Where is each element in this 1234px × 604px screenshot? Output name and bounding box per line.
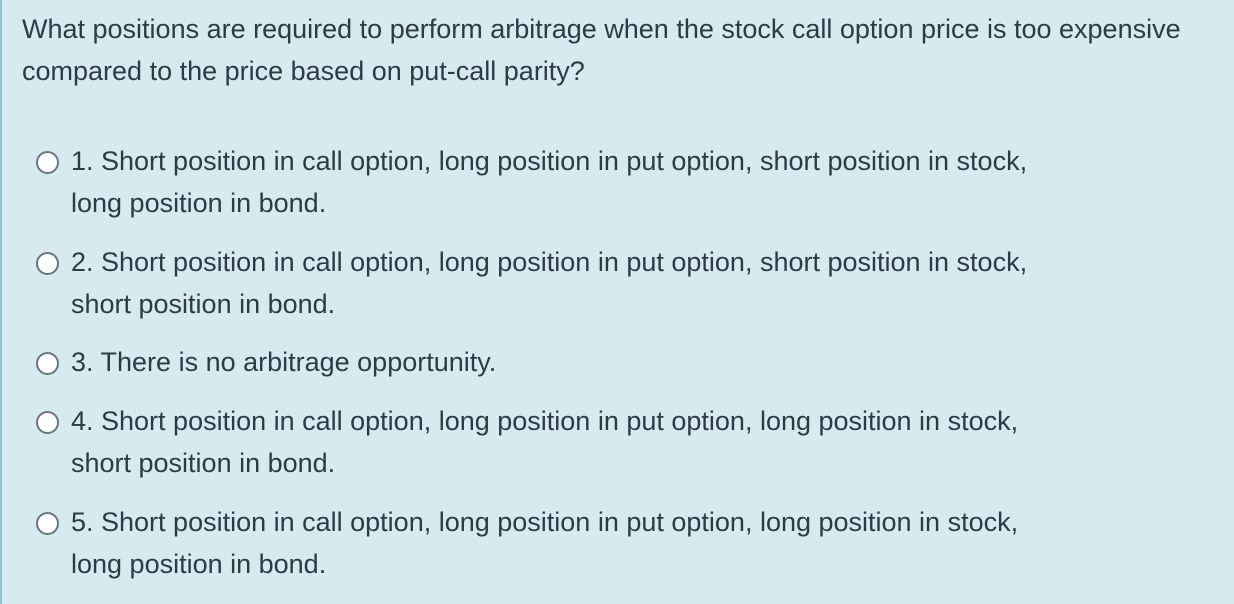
answer-option-5[interactable]: 5. Short position in call option, long p…	[36, 501, 1206, 585]
answer-label: 5. Short position in call option, long p…	[71, 501, 1206, 585]
answer-label-line: 3. There is no arbitrage opportunity.	[71, 347, 497, 377]
answer-label: 3. There is no arbitrage opportunity.	[71, 341, 1206, 383]
answer-label-line: long position in bond.	[71, 188, 327, 218]
answer-option-1[interactable]: 1. Short position in call option, long p…	[36, 140, 1206, 224]
answer-label: 4. Short position in call option, long p…	[71, 400, 1206, 484]
answer-label-line: 1. Short position in call option, long p…	[71, 146, 1028, 176]
answer-label-line: 4. Short position in call option, long p…	[71, 406, 1019, 436]
radio-button-icon[interactable]	[36, 151, 59, 174]
answer-label-line: short position in bond.	[71, 448, 336, 478]
radio-button-icon[interactable]	[36, 352, 59, 375]
answer-label-line: long position in bond.	[71, 549, 327, 579]
answer-label: 1. Short position in call option, long p…	[71, 140, 1206, 224]
radio-button-icon[interactable]	[36, 252, 59, 275]
answer-label-line: short position in bond.	[71, 289, 336, 319]
answer-option-4[interactable]: 4. Short position in call option, long p…	[36, 400, 1206, 484]
answer-label-line: 2. Short position in call option, long p…	[71, 247, 1028, 277]
radio-button-icon[interactable]	[36, 512, 59, 535]
answer-label: 2. Short position in call option, long p…	[71, 241, 1206, 325]
answer-label-line: 5. Short position in call option, long p…	[71, 507, 1019, 537]
answer-option-2[interactable]: 2. Short position in call option, long p…	[36, 241, 1206, 325]
answer-option-3[interactable]: 3. There is no arbitrage opportunity.	[36, 341, 1206, 383]
radio-button-icon[interactable]	[36, 411, 59, 434]
question-text: What positions are required to perform a…	[22, 14, 1181, 86]
